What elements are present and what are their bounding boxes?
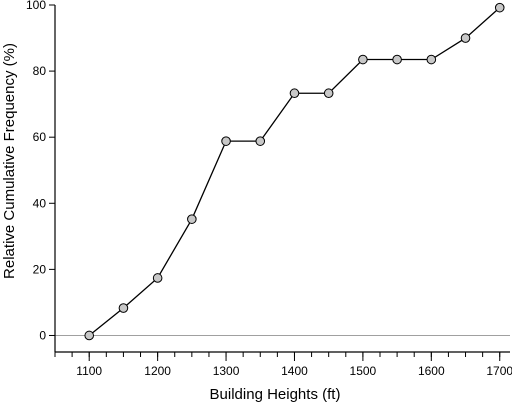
data-point xyxy=(494,2,505,13)
x-axis-ticks: 1100 1200 1300 1400 1500 1600 1700 xyxy=(54,352,512,378)
data-point xyxy=(289,88,300,99)
data-point xyxy=(152,273,163,283)
data-point xyxy=(460,33,471,43)
data-point xyxy=(323,88,334,99)
x-axis-title: Building Heights (ft) xyxy=(210,386,341,403)
data-point xyxy=(187,214,197,224)
y-tick-label: 60 xyxy=(33,130,47,144)
y-tick-label: 80 xyxy=(33,64,47,78)
data-point xyxy=(84,330,95,341)
data-point xyxy=(426,54,437,65)
data-points xyxy=(84,2,505,341)
x-tick-label: 1400 xyxy=(281,364,308,378)
x-tick-label: 1700 xyxy=(486,364,512,378)
x-tick-label: 1200 xyxy=(144,364,171,378)
x-tick-label: 1100 xyxy=(76,364,102,378)
data-point xyxy=(255,136,266,146)
y-tick-label: 100 xyxy=(26,0,46,12)
y-axis-title: Relative Cumulative Frequency (%) xyxy=(1,43,18,279)
data-point xyxy=(221,136,231,146)
data-point xyxy=(118,303,129,313)
data-point xyxy=(392,54,402,65)
y-tick-label: 0 xyxy=(39,328,46,342)
y-axis-ticks: 0 20 40 60 80 100 xyxy=(26,0,55,342)
x-tick-label: 1500 xyxy=(350,364,377,378)
series-line xyxy=(88,7,501,336)
data-point xyxy=(358,54,368,65)
y-tick-label: 40 xyxy=(33,196,47,210)
x-tick-label: 1300 xyxy=(213,364,240,378)
y-tick-label: 20 xyxy=(33,262,47,276)
x-tick-label: 1600 xyxy=(418,364,445,378)
